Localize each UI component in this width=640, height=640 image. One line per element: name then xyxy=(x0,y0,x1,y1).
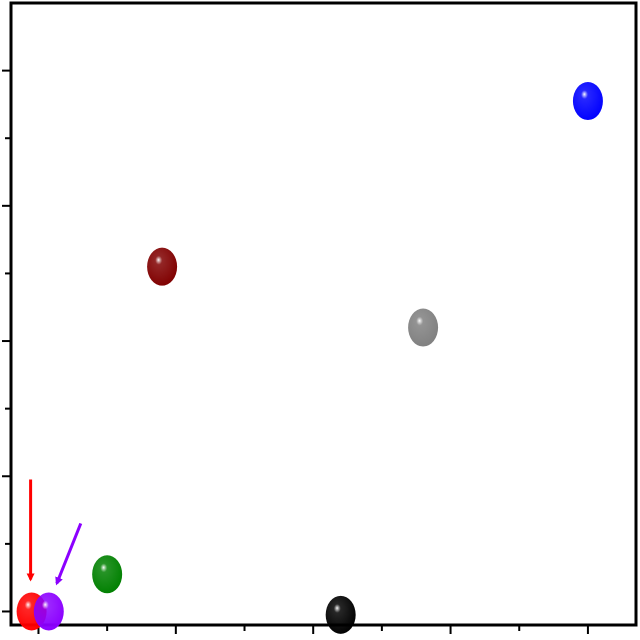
data-point xyxy=(325,595,356,634)
plot-frame xyxy=(9,1,638,627)
purple-arrow xyxy=(55,522,83,586)
data-point xyxy=(33,592,64,631)
axis-ticks xyxy=(2,69,589,634)
data-point xyxy=(147,247,178,286)
annotations xyxy=(26,479,83,586)
data-point xyxy=(408,308,439,347)
data-points xyxy=(16,82,603,634)
data-point xyxy=(572,82,603,121)
data-point xyxy=(92,555,123,594)
